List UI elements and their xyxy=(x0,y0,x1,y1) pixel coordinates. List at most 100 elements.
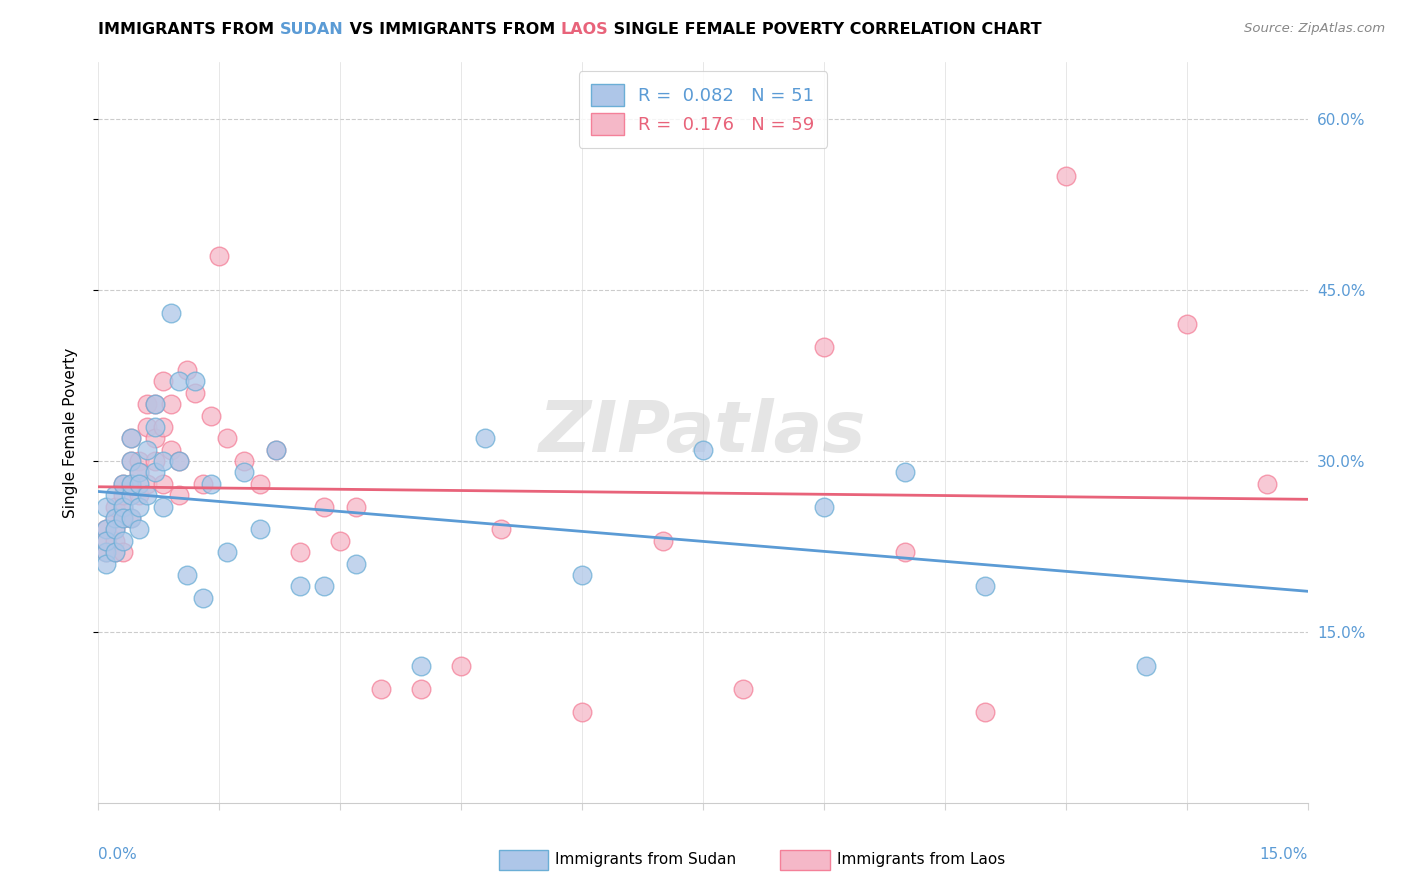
Point xyxy=(733,681,755,696)
Text: SUDAN: SUDAN xyxy=(280,22,344,37)
Text: Immigrants from Sudan: Immigrants from Sudan xyxy=(555,853,737,867)
Point xyxy=(103,523,125,537)
Text: 0.0%: 0.0% xyxy=(98,847,138,863)
Point xyxy=(103,511,125,525)
Text: VS IMMIGRANTS FROM: VS IMMIGRANTS FROM xyxy=(344,22,561,37)
Point xyxy=(893,545,915,559)
Point xyxy=(128,500,150,514)
Point xyxy=(249,523,271,537)
Point xyxy=(111,476,134,491)
Point xyxy=(176,568,198,582)
Point xyxy=(152,500,174,514)
Point xyxy=(111,476,134,491)
Point xyxy=(571,705,593,719)
Point xyxy=(217,431,239,445)
Point xyxy=(143,431,166,445)
Point xyxy=(128,476,150,491)
Point xyxy=(120,476,142,491)
Point xyxy=(176,363,198,377)
Point xyxy=(103,545,125,559)
Point xyxy=(96,545,118,559)
Point xyxy=(120,454,142,468)
Point xyxy=(143,420,166,434)
Point xyxy=(160,442,183,457)
Point xyxy=(409,681,432,696)
Point xyxy=(120,431,142,445)
Text: SINGLE FEMALE POVERTY CORRELATION CHART: SINGLE FEMALE POVERTY CORRELATION CHART xyxy=(609,22,1042,37)
Point xyxy=(160,306,183,320)
Point xyxy=(128,523,150,537)
Point xyxy=(96,500,118,514)
Point xyxy=(103,488,125,502)
Point xyxy=(96,557,118,571)
Point xyxy=(128,466,150,480)
Point xyxy=(1135,659,1157,673)
Point xyxy=(143,454,166,468)
Point xyxy=(103,523,125,537)
Point xyxy=(692,442,714,457)
Point xyxy=(249,476,271,491)
Legend: R =  0.082   N = 51, R =  0.176   N = 59: R = 0.082 N = 51, R = 0.176 N = 59 xyxy=(579,71,827,148)
Point xyxy=(329,533,352,548)
Point xyxy=(120,431,142,445)
Point xyxy=(120,476,142,491)
Point xyxy=(111,511,134,525)
Point xyxy=(314,500,336,514)
Point xyxy=(120,511,142,525)
Point xyxy=(135,397,157,411)
Point xyxy=(314,579,336,593)
Point xyxy=(128,488,150,502)
Point xyxy=(370,681,392,696)
Point xyxy=(1054,169,1077,184)
Point xyxy=(264,442,287,457)
Point xyxy=(96,545,118,559)
Point xyxy=(143,397,166,411)
Point xyxy=(167,488,190,502)
Point xyxy=(344,557,367,571)
Text: 15.0%: 15.0% xyxy=(1260,847,1308,863)
Point xyxy=(167,375,190,389)
Point xyxy=(152,476,174,491)
Point xyxy=(128,454,150,468)
Point xyxy=(450,659,472,673)
Point xyxy=(200,476,222,491)
Point xyxy=(111,488,134,502)
Point xyxy=(160,397,183,411)
Point xyxy=(232,454,254,468)
Point xyxy=(491,523,513,537)
Point xyxy=(152,375,174,389)
Point xyxy=(135,488,157,502)
Point xyxy=(103,500,125,514)
Point xyxy=(103,533,125,548)
Point xyxy=(409,659,432,673)
Point xyxy=(474,431,496,445)
Point xyxy=(264,442,287,457)
Point xyxy=(103,511,125,525)
Point xyxy=(96,533,118,548)
Point xyxy=(135,442,157,457)
Point xyxy=(128,466,150,480)
Point xyxy=(152,454,174,468)
Point xyxy=(152,420,174,434)
Point xyxy=(974,705,997,719)
Point xyxy=(208,249,231,263)
Point xyxy=(120,488,142,502)
Point xyxy=(111,500,134,514)
Point xyxy=(143,397,166,411)
Point xyxy=(571,568,593,582)
Text: IMMIGRANTS FROM: IMMIGRANTS FROM xyxy=(98,22,280,37)
Point xyxy=(193,476,215,491)
Point xyxy=(111,500,134,514)
Point xyxy=(96,523,118,537)
Text: ZIPatlas: ZIPatlas xyxy=(540,398,866,467)
Point xyxy=(120,511,142,525)
Point xyxy=(143,466,166,480)
Point xyxy=(974,579,997,593)
Point xyxy=(344,500,367,514)
Point xyxy=(184,375,207,389)
Point xyxy=(232,466,254,480)
Text: Source: ZipAtlas.com: Source: ZipAtlas.com xyxy=(1244,22,1385,36)
Point xyxy=(111,511,134,525)
Point xyxy=(135,420,157,434)
Point xyxy=(193,591,215,605)
